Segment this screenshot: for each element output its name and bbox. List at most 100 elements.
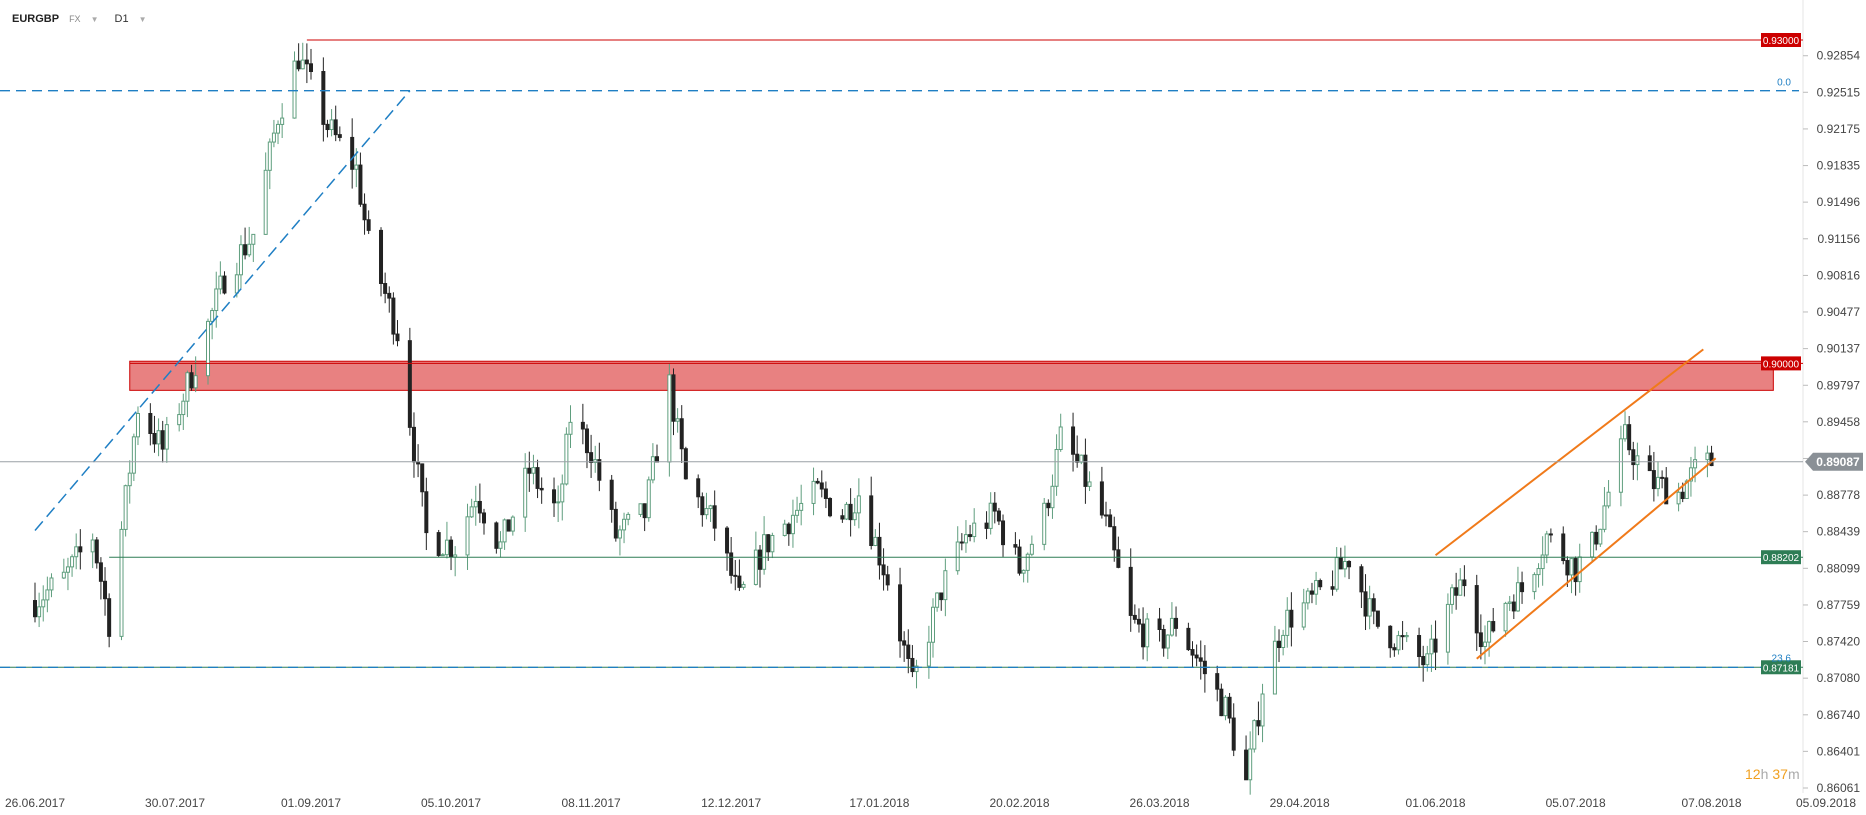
- bull-candle: [465, 516, 470, 556]
- current-price-badge: [1805, 452, 1863, 471]
- bear-candle: [107, 598, 112, 637]
- bull-candle: [510, 516, 515, 532]
- bull-candle: [45, 589, 50, 601]
- bull-candle: [762, 534, 767, 570]
- bull-candle: [1285, 609, 1290, 636]
- bear-candle: [148, 413, 153, 434]
- market-label[interactable]: FX: [69, 14, 81, 24]
- bull-candle: [300, 59, 305, 70]
- bear-candle: [819, 482, 824, 490]
- bear-candle: [1371, 598, 1376, 612]
- bull-candle: [1655, 476, 1660, 490]
- bear-candle: [78, 546, 83, 553]
- timer-m-unit: m: [1788, 766, 1800, 782]
- chevron-down-icon[interactable]: ▼: [138, 14, 147, 24]
- bear-candle: [815, 480, 820, 484]
- y-tick-label: 0.90816: [1817, 268, 1861, 282]
- bull-candle: [799, 502, 804, 511]
- chart-header: EURGBP FX ▼ D1 ▼: [12, 10, 146, 28]
- bear-candle: [1478, 632, 1483, 648]
- fib-level-236-label: 23.6: [1772, 653, 1792, 664]
- bull-candle: [131, 436, 136, 474]
- y-tick-label: 0.89458: [1817, 415, 1861, 429]
- symbol-label[interactable]: EURGBP: [12, 13, 60, 25]
- bear-candle: [296, 60, 301, 70]
- bull-candle: [1445, 603, 1450, 653]
- y-tick-label: 0.91835: [1817, 159, 1861, 173]
- bull-candle: [1334, 557, 1339, 590]
- bull-candle: [1487, 621, 1492, 643]
- bear-candle: [387, 292, 392, 299]
- bull-candle: [185, 372, 190, 402]
- bear-candle: [333, 119, 338, 136]
- bear-candle: [552, 489, 557, 504]
- bull-candle: [1050, 485, 1055, 509]
- bear-candle: [424, 491, 429, 534]
- bull-candle: [440, 554, 445, 557]
- x-tick-label: 01.09.2017: [281, 796, 341, 810]
- bull-candle: [164, 424, 169, 450]
- bear-candle: [1231, 717, 1236, 751]
- y-tick-label: 0.92175: [1817, 122, 1861, 136]
- bear-candle: [1511, 601, 1516, 612]
- resistance-top-badge-label: 0.93000: [1763, 36, 1800, 47]
- bear-candle: [1099, 481, 1104, 516]
- bear-candle: [1520, 582, 1525, 593]
- bull-candle: [704, 508, 709, 516]
- timer-text: 12h 37m: [1745, 766, 1800, 782]
- x-tick-label: 05.10.2017: [421, 796, 481, 810]
- timeframe-label[interactable]: D1: [114, 13, 129, 25]
- bull-candle: [263, 169, 268, 235]
- bull-candle: [622, 518, 627, 531]
- current-price-label: 0.89087: [1816, 455, 1860, 469]
- bear-candle: [1454, 587, 1459, 596]
- bull-candle: [1482, 641, 1487, 648]
- bear-candle: [350, 136, 355, 170]
- bull-candle: [741, 583, 746, 588]
- bear-candle: [1680, 491, 1685, 500]
- bear-candle: [1128, 566, 1133, 616]
- bear-candle: [725, 527, 730, 554]
- chevron-down-icon[interactable]: ▼: [90, 14, 99, 24]
- bull-candle: [873, 536, 878, 546]
- bear-candle: [828, 497, 833, 517]
- bull-candle: [1425, 653, 1430, 666]
- bull-candle: [214, 288, 219, 312]
- bear-candle: [383, 282, 388, 294]
- bull-candle: [156, 430, 161, 445]
- bull-candle: [1342, 560, 1347, 570]
- bear-candle: [1433, 638, 1438, 653]
- bear-candle: [786, 523, 791, 535]
- bull-candle: [1532, 574, 1537, 593]
- bear-candle: [1651, 470, 1656, 490]
- bull-candle: [1169, 617, 1174, 636]
- bear-candle: [679, 418, 684, 450]
- bear-candle: [1244, 749, 1249, 781]
- bear-candle: [103, 580, 108, 600]
- bull-candle: [267, 141, 272, 171]
- bear-candle: [1141, 623, 1146, 648]
- timer-hours: 12: [1745, 766, 1761, 782]
- bear-candle: [1474, 585, 1479, 634]
- bear-candle: [1363, 591, 1368, 617]
- bull-candle: [560, 483, 565, 503]
- bull-candle: [234, 274, 239, 294]
- bull-candle: [1623, 424, 1628, 440]
- y-tick-label: 0.86401: [1817, 744, 1861, 758]
- bull-candle: [753, 549, 758, 585]
- bull-candle: [210, 310, 215, 322]
- bull-candle: [1305, 590, 1310, 604]
- bear-candle: [94, 539, 99, 564]
- bull-candle: [1618, 438, 1623, 493]
- bull-candle: [1705, 452, 1710, 461]
- bull-candle: [914, 665, 919, 673]
- bull-candle: [1503, 602, 1508, 632]
- bull-candle: [1635, 455, 1640, 466]
- resistance-zone: [129, 360, 1774, 391]
- bear-candle: [1112, 526, 1117, 551]
- bear-candle: [766, 534, 771, 553]
- bear-candle: [1660, 476, 1665, 479]
- bear-candle: [992, 502, 997, 512]
- x-tick-label: 17.01.2018: [849, 796, 909, 810]
